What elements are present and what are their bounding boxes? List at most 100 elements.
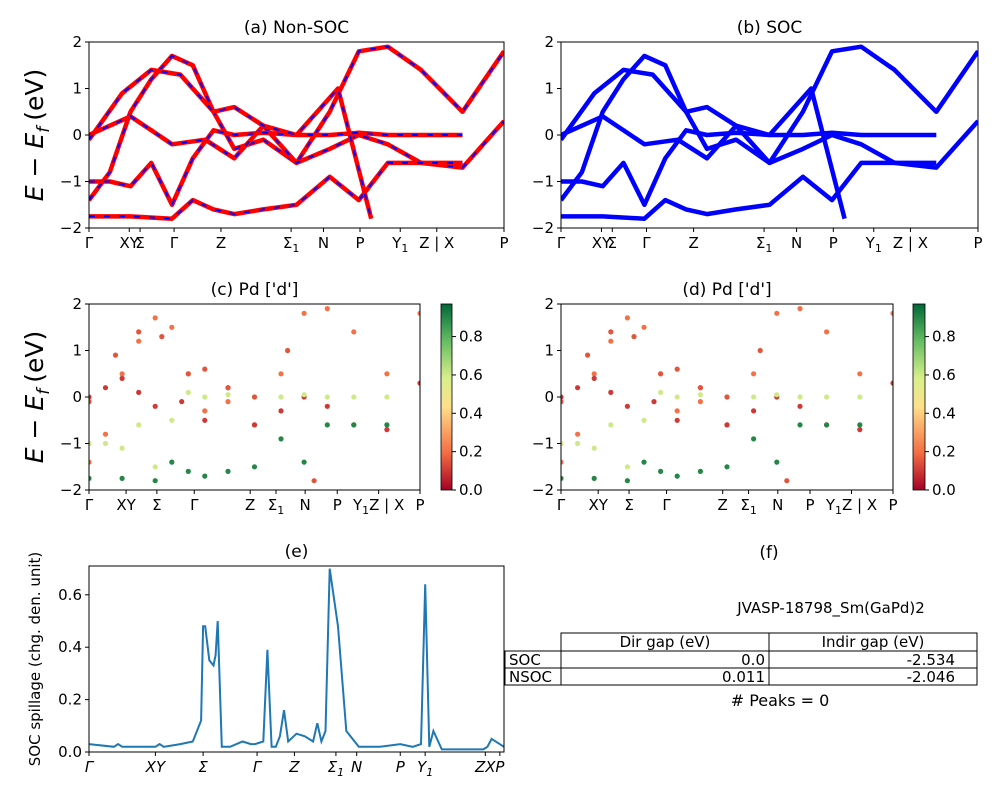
- xtick-label: XY: [116, 496, 136, 514]
- band-point: [674, 473, 680, 479]
- colorbar-tick-label: 0.4: [932, 404, 956, 422]
- ytick-label: −1: [532, 435, 554, 453]
- xtick-label: Y1Z | X: [352, 496, 404, 517]
- xtick-label: Z | X: [419, 234, 454, 252]
- panel-a-title: (a) Non-SOC: [244, 18, 349, 38]
- band-point: [89, 399, 92, 405]
- band-point: [797, 394, 803, 400]
- xtick-label: P: [829, 234, 838, 252]
- ytick-label: −2: [532, 219, 554, 237]
- xtick-label: N: [772, 496, 783, 514]
- band-point: [278, 394, 284, 400]
- xtick-label: XY: [588, 496, 608, 514]
- plot-area-e: [89, 568, 504, 751]
- band-point: [112, 352, 119, 358]
- band-point: [797, 403, 803, 409]
- colorbar-tick-label: 0.4: [459, 404, 483, 422]
- band-point: [136, 329, 142, 335]
- xtick-label: N: [351, 758, 362, 776]
- xtick-label: Γ: [170, 234, 179, 252]
- band-point: [102, 385, 109, 391]
- band-point: [561, 440, 564, 447]
- xtick-label: Γ: [85, 496, 94, 514]
- band-point: [202, 408, 208, 414]
- band-point: [251, 422, 258, 428]
- band-point: [119, 445, 125, 451]
- band-point: [697, 385, 704, 391]
- spillage-line: [89, 568, 504, 751]
- xtick-label: Z: [688, 234, 698, 252]
- band-point: [185, 468, 191, 474]
- xtick-label: Γ: [662, 496, 671, 514]
- band-dash-5: [89, 68, 373, 219]
- band-line-3: [561, 128, 937, 208]
- ytick-label: 0.2: [58, 691, 82, 709]
- plot-area-d: [561, 306, 893, 484]
- band-point: [824, 394, 830, 400]
- xtick-label: Γ: [190, 496, 199, 514]
- xtick-label: XY: [145, 758, 167, 776]
- material-name: JVASP-18798_Sm(GaPd)2: [736, 599, 925, 618]
- band-point: [561, 394, 564, 400]
- band-point: [278, 371, 284, 377]
- band-point: [102, 431, 109, 437]
- xtick-label: Σ: [624, 496, 633, 514]
- xtick-label: P: [415, 496, 424, 514]
- band-line-2: [561, 114, 978, 170]
- xtick-label: N: [318, 234, 329, 252]
- band-point: [751, 436, 757, 442]
- xtick-label: N: [300, 496, 311, 514]
- band-point: [152, 478, 158, 484]
- band-point: [651, 399, 657, 405]
- band-point: [351, 422, 357, 428]
- panel-a: (a) Non-SOC −2 −1 0 1 2 Γ XYΣ Γ Z Σ1 N P Y1 Z | X P: [60, 18, 509, 255]
- xtick-label: N: [791, 234, 802, 252]
- band-point: [585, 352, 591, 358]
- band-point: [202, 366, 208, 372]
- xtick-label: Σ1: [756, 234, 772, 255]
- band-point: [658, 389, 664, 395]
- band-point: [641, 324, 647, 330]
- xtick-label: ZX: [474, 758, 496, 776]
- panel-c-title: (c) Pd ['d']: [211, 280, 299, 300]
- colorbar-tick-label: 0.6: [932, 366, 956, 384]
- colorbar-tick-label: 0.2: [459, 443, 483, 461]
- ytick-label: −2: [532, 481, 554, 499]
- colorbar-tick-label: 0.0: [932, 481, 956, 499]
- band-line-5: [561, 67, 847, 220]
- band-point: [751, 371, 757, 377]
- xtick-label: Γ: [253, 758, 263, 776]
- band-point: [89, 475, 92, 481]
- band-point: [658, 468, 664, 474]
- band-point: [857, 422, 863, 428]
- band-point: [724, 422, 730, 428]
- colorbar-tick-label: 0.8: [932, 328, 956, 346]
- panel-b-title: (b) SOC: [737, 18, 803, 38]
- ytick-label: 1: [544, 80, 554, 98]
- xtick-label: Σ1: [740, 496, 756, 517]
- xtick-label: Z: [245, 496, 255, 514]
- xtick-label: P: [355, 234, 364, 252]
- band-point: [324, 306, 330, 312]
- xtick-label: Σ1: [268, 496, 284, 517]
- band-point: [591, 445, 597, 451]
- band-point: [301, 310, 307, 316]
- band-point: [674, 417, 680, 423]
- band-point: [797, 306, 803, 312]
- xtick-label: Σ1: [283, 234, 299, 255]
- xtick-label: Σ: [608, 234, 617, 252]
- band-point: [890, 310, 893, 316]
- band-point: [159, 334, 165, 340]
- colorbar-tick-label: 0.8: [459, 328, 483, 346]
- band-point: [119, 371, 125, 377]
- band-point: [624, 315, 631, 321]
- panel-c: (c) Pd ['d'] −2 −1 0 1 2 Γ XY Σ Γ Z Σ1 N P Y1Z | X P 0.0…: [60, 280, 483, 517]
- panel-e: (e) SOC spillage (chg. den. unit) 0.0 0.2 0.…: [26, 542, 505, 779]
- xtick-label: Γ: [85, 234, 94, 252]
- band-point: [608, 422, 614, 428]
- xtick-label: Y1: [865, 234, 882, 255]
- ytick-label: −1: [60, 173, 82, 191]
- band-point: [575, 385, 581, 391]
- band-point: [324, 394, 330, 400]
